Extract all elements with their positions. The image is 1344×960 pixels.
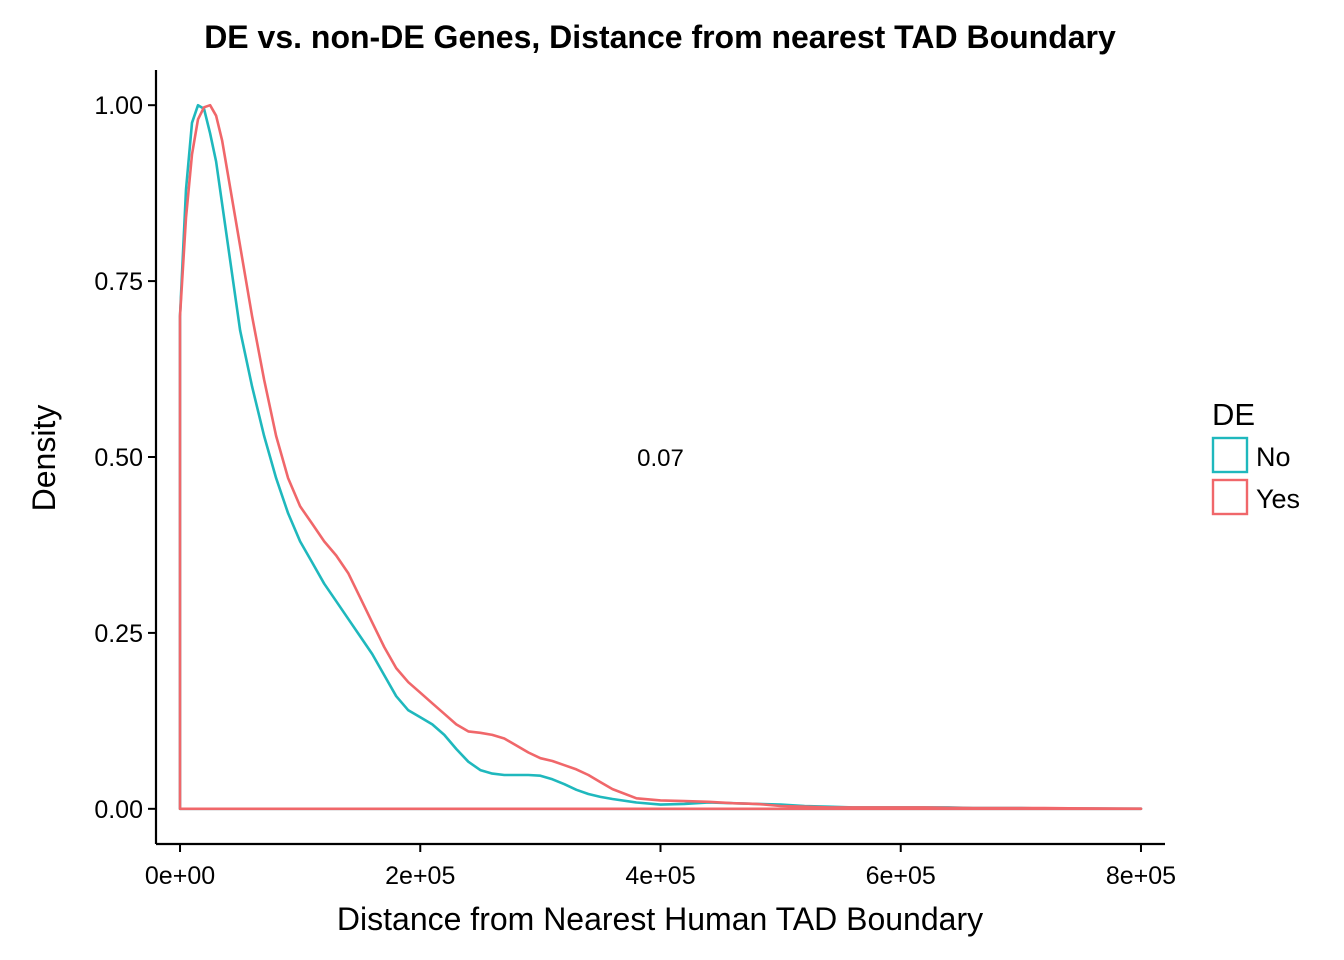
- series-lines: [178, 103, 1143, 811]
- y-axis-ticks: 0.00 0.25 0.50 0.75 1.00: [94, 92, 156, 824]
- y-axis-title: Density: [26, 405, 62, 512]
- legend-items: No Yes: [1211, 436, 1300, 516]
- x-axis-title: Distance from Nearest Human TAD Boundary: [337, 901, 983, 937]
- legend-key-yes: [1211, 478, 1249, 516]
- y-tick-label: 0.50: [94, 444, 143, 472]
- plot-area: 0.00 0.25 0.50 0.75 1.00 0e+00 2e+05 4e+05 6e+0…: [94, 70, 1176, 890]
- legend-key-no: [1211, 436, 1249, 474]
- y-tick-label: 0.00: [94, 796, 143, 824]
- annotation-value: 0.07: [637, 445, 684, 472]
- chart-title: DE vs. non-DE Genes, Distance from neare…: [204, 19, 1116, 55]
- legend-title: DE: [1212, 397, 1255, 432]
- x-tick-label: 6e+05: [866, 862, 936, 890]
- legend-label-yes: Yes: [1256, 484, 1300, 514]
- x-tick-label: 4e+05: [625, 862, 695, 890]
- y-tick-label: 0.75: [94, 268, 143, 296]
- x-tick-label: 8e+05: [1106, 862, 1176, 890]
- y-tick-label: 0.25: [94, 620, 143, 648]
- x-tick-label: 2e+05: [385, 862, 455, 890]
- density-line-yes: [178, 103, 1143, 811]
- x-tick-label: 0e+00: [145, 862, 215, 890]
- y-tick-label: 1.00: [94, 92, 143, 120]
- legend-label-no: No: [1256, 442, 1291, 472]
- legend: DE No Yes: [1211, 397, 1300, 516]
- x-axis-ticks: 0e+00 2e+05 4e+05 6e+05 8e+05: [145, 844, 1176, 890]
